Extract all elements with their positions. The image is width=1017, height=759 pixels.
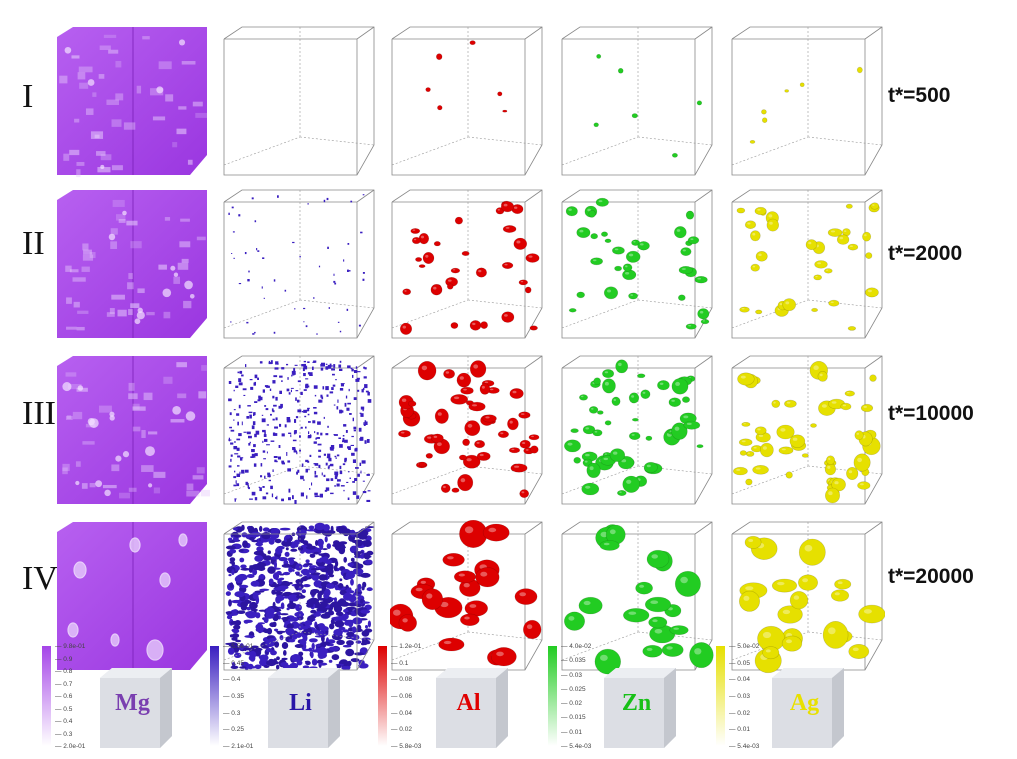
- cell-zn-row-2: [560, 188, 715, 343]
- colorbar-tick-label: — 1.2e-01: [391, 643, 422, 650]
- cell-al-row-2: [390, 188, 545, 343]
- colorbar-mg: — 9.8e-01 — 0.9 — 0.8 — 0.7 — 0.6 — 0.5 — 0.4 —…: [42, 643, 142, 756]
- row-label-iv: IV: [22, 560, 58, 597]
- colorbar-tick-label: — 0.04: [729, 676, 750, 684]
- colorbar-tick-label: — 0.35: [223, 693, 244, 700]
- element-box-al: Al: [436, 668, 511, 750]
- row-label-iii: III: [22, 395, 56, 432]
- element-box-ag: Ag: [772, 668, 847, 750]
- cell-mg-row-4: [55, 520, 210, 675]
- colorbar-gradient: [378, 646, 387, 746]
- element-label-zn: Zn: [621, 690, 652, 716]
- colorbar-gradient: [716, 646, 725, 746]
- colorbar-al: — 1.2e-01 — 0.1 — 0.08 — 0.06 — 0.04 — 0.02 — …: [378, 643, 478, 756]
- colorbar-tick-label: — 0.02: [391, 726, 412, 734]
- colorbar-tick-label: — 0.45: [223, 659, 244, 667]
- colorbar-tick-label: — 0.3: [223, 709, 241, 717]
- colorbar-tick-label: — 0.7: [55, 680, 73, 688]
- colorbar-gradient: [210, 646, 219, 746]
- colorbar-tick-label: — 0.05: [729, 659, 750, 667]
- cell-mg-row-1: [55, 25, 210, 180]
- colorbar-tick-label: — 0.015: [561, 714, 586, 722]
- colorbar-tick-label: — 0.4: [223, 676, 241, 684]
- colorbar-tick-label: — 0.6: [55, 693, 73, 700]
- colorbar-tick-label: — 5.0e-02: [729, 643, 760, 650]
- row-label-i: I: [22, 78, 34, 115]
- cell-ag-row-3: [730, 354, 885, 509]
- colorbar-tick-label: — 0.4: [55, 718, 73, 725]
- colorbar-tick-label: — 0.04: [391, 709, 412, 717]
- colorbar-tick-label: — 0.03: [729, 693, 750, 700]
- cell-al-row-1: [390, 25, 545, 180]
- cell-ag-row-2: [730, 188, 885, 343]
- colorbar-ag: — 5.0e-02 — 0.05 — 0.04 — 0.03 — 0.02 — 0.01 —…: [716, 643, 816, 756]
- time-label-iii: t*=10000: [888, 402, 974, 425]
- row-label-ii: II: [22, 225, 45, 262]
- cell-li-row-4: [222, 520, 377, 675]
- cell-li-row-1: [222, 25, 377, 180]
- colorbar-tick-label: — 0.06: [391, 693, 412, 700]
- cell-li-row-2: [222, 188, 377, 343]
- colorbar-li: — 5.5e-01 — 0.45 — 0.4 — 0.35 — 0.3 — 0.25 — 2…: [210, 643, 310, 756]
- element-label-ag: Ag: [789, 690, 820, 716]
- colorbar-tick-label: — 0.02: [729, 709, 750, 717]
- cell-al-row-3: [390, 354, 545, 509]
- time-label-i: t*=500: [888, 84, 951, 107]
- colorbar-tick-label: — 0.3: [55, 730, 73, 738]
- colorbar-tick-label: — 9.8e-01: [55, 643, 86, 650]
- cell-li-row-3: [222, 354, 377, 509]
- element-label-mg: Mg: [115, 690, 150, 716]
- colorbar-tick-label: — 0.03: [561, 671, 582, 679]
- colorbar-tick-label: — 0.025: [561, 685, 586, 693]
- colorbar-tick-label: — 0.9: [55, 655, 73, 663]
- cell-zn-row-1: [560, 25, 715, 180]
- cell-zn-row-4: [560, 520, 715, 675]
- element-label-li: Li: [289, 690, 312, 716]
- colorbar-tick-label: — 5.4e-03: [729, 743, 760, 750]
- cell-mg-row-3: [55, 354, 210, 509]
- colorbar-tick-label: — 0.25: [223, 726, 244, 734]
- element-box-li: Li: [268, 668, 343, 750]
- colorbar-gradient: [548, 646, 557, 746]
- colorbar-tick-label: — 5.8e-03: [391, 743, 422, 750]
- element-label-al: Al: [456, 690, 481, 716]
- colorbar-tick-label: — 0.1: [391, 659, 409, 667]
- element-box-mg: Mg: [100, 668, 175, 750]
- cell-mg-row-2: [55, 188, 210, 343]
- element-box-zn: Zn: [604, 668, 679, 750]
- time-label-ii: t*=2000: [888, 242, 963, 265]
- colorbar-tick-label: — 2.0e-01: [55, 743, 86, 750]
- cell-ag-row-1: [730, 25, 885, 180]
- colorbar-tick-label: — 5.5e-01: [223, 643, 254, 650]
- colorbar-tick-label: — 0.035: [561, 657, 586, 665]
- colorbar-tick-label: — 0.8: [55, 668, 73, 675]
- colorbar-zn: — 4.0e-02 — 0.035 — 0.03 — 0.025 — 0.02 — 0.0…: [548, 643, 648, 756]
- colorbar-tick-label: — 0.02: [561, 700, 582, 708]
- cell-ag-row-4: [730, 520, 885, 675]
- colorbar-gradient: [42, 646, 51, 746]
- time-label-iv: t*=20000: [888, 565, 974, 588]
- colorbar-tick-label: — 0.08: [391, 676, 412, 684]
- colorbar-tick-label: — 0.01: [729, 726, 750, 734]
- cell-zn-row-3: [560, 354, 715, 509]
- colorbar-tick-label: — 4.0e-02: [561, 643, 592, 650]
- colorbar-tick-label: — 0.01: [561, 728, 582, 736]
- colorbar-tick-label: — 2.1e-01: [223, 743, 254, 750]
- colorbar-tick-label: — 0.5: [55, 705, 73, 713]
- cell-al-row-4: [390, 520, 545, 675]
- colorbar-tick-label: — 5.4e-03: [561, 743, 592, 750]
